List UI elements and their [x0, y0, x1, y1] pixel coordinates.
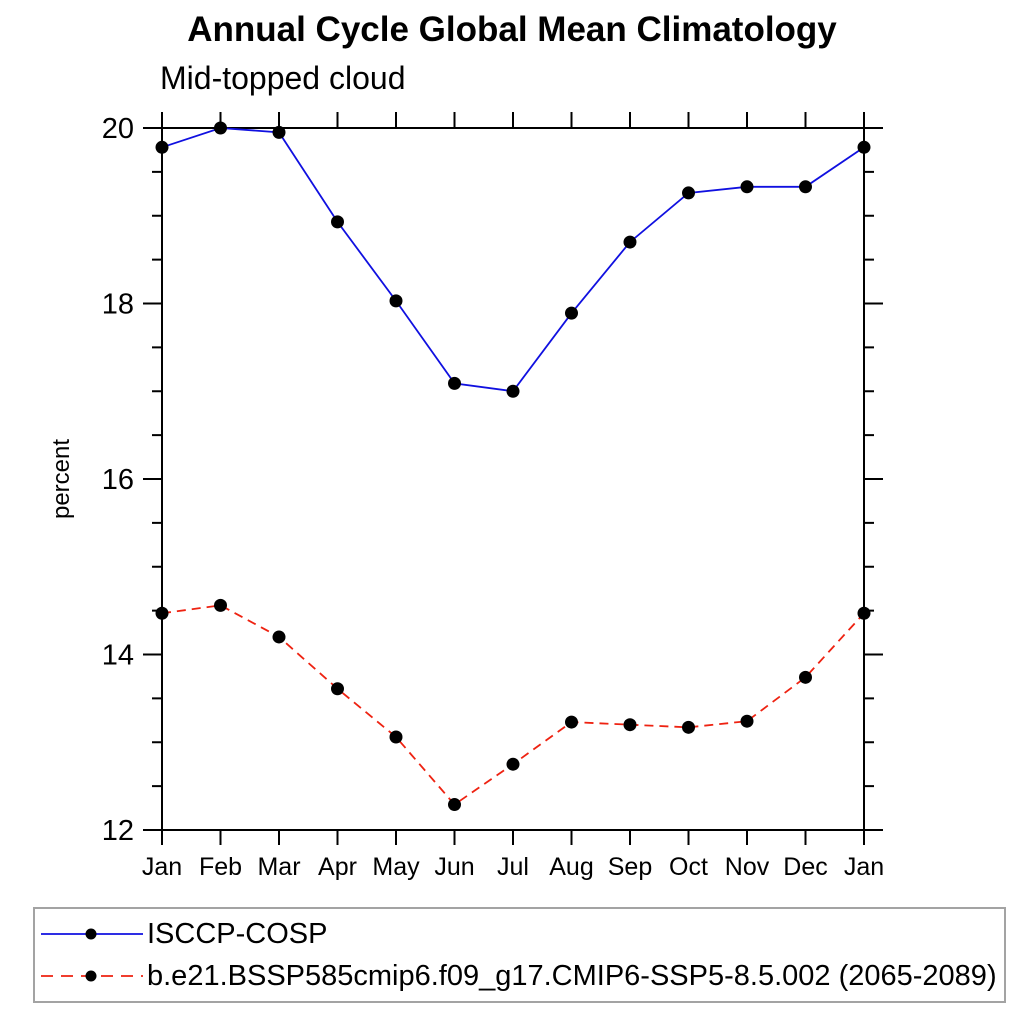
x-tick-label: Feb [199, 853, 242, 881]
y-tick-label: 18 [102, 289, 134, 321]
series-marker-0 [155, 140, 169, 154]
series-marker-0 [448, 376, 461, 390]
x-tick-label: Nov [725, 853, 770, 881]
x-tick-label: Aug [549, 853, 593, 881]
series-marker-0 [799, 180, 812, 194]
legend-sample-marker [85, 970, 97, 982]
series-marker-1 [272, 630, 286, 644]
series-marker-1 [623, 718, 637, 732]
series-marker-1 [740, 714, 754, 728]
x-tick-label: Mar [257, 853, 300, 881]
series-marker-0 [389, 294, 403, 308]
x-tick-label: Jan [142, 853, 182, 881]
series-marker-1 [389, 730, 403, 744]
x-tick-label: Sep [608, 853, 652, 881]
series-marker-0 [272, 125, 286, 139]
legend: ISCCP-COSP b.e21.BSSP585cmip6.f09_g17.CM… [33, 907, 1006, 1003]
legend-line-sample-isccp [41, 928, 143, 940]
series-marker-1 [506, 757, 520, 771]
x-tick-label: Jul [497, 853, 529, 881]
x-tick-label: Dec [783, 853, 827, 881]
x-tick-label: Apr [318, 853, 357, 881]
series-marker-0 [740, 180, 754, 194]
series-marker-1 [799, 670, 812, 684]
series-marker-0 [682, 186, 695, 200]
series-marker-0 [623, 235, 637, 249]
chart-title: Annual Cycle Global Mean Climatology [187, 10, 837, 49]
y-tick-label: 16 [102, 464, 134, 496]
series-marker-1 [565, 715, 578, 729]
series-marker-0 [565, 306, 578, 320]
series-marker-1 [857, 606, 871, 620]
legend-item-isccp-cosp: ISCCP-COSP [39, 916, 327, 952]
series-marker-0 [506, 384, 520, 398]
series-marker-1 [214, 598, 227, 612]
series-marker-1 [331, 682, 344, 696]
legend-line-sample-model [41, 970, 143, 982]
series-line-0 [161, 127, 865, 393]
series-marker-1 [448, 798, 461, 812]
legend-label-isccp: ISCCP-COSP [147, 917, 328, 950]
y-tick-label: 20 [102, 113, 134, 145]
legend-label-model: b.e21.BSSP585cmip6.f09_g17.CMIP6-SSP5-8.… [147, 959, 997, 992]
legend-sample-marker [85, 928, 97, 940]
series-marker-1 [682, 720, 695, 734]
x-tick-label: May [372, 853, 420, 881]
series-marker-0 [331, 215, 344, 229]
x-tick-label: Oct [669, 853, 708, 881]
x-tick-label: Jun [434, 853, 474, 881]
y-tick-label: 14 [102, 640, 134, 672]
series-marker-1 [155, 606, 169, 620]
series-marker-0 [214, 121, 227, 135]
series-line-1 [161, 604, 865, 806]
chart-subtitle: Mid-topped cloud [160, 60, 406, 96]
y-tick-label: 12 [102, 815, 134, 847]
x-tick-label: Jan [844, 853, 884, 881]
legend-item-model: b.e21.BSSP585cmip6.f09_g17.CMIP6-SSP5-8.… [39, 958, 997, 994]
series-marker-0 [857, 140, 871, 154]
